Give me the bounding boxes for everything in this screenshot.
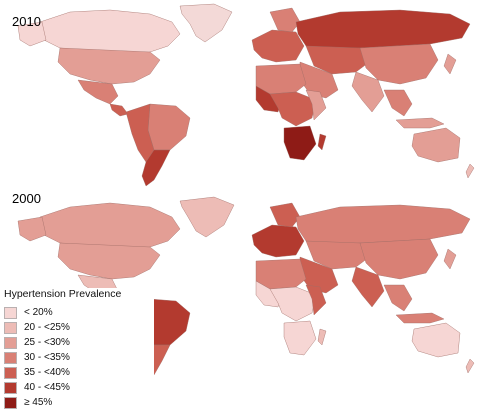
indonesia — [395, 312, 445, 324]
southeast-asia — [383, 89, 413, 117]
greenland — [179, 3, 233, 43]
europe-west — [251, 29, 305, 63]
legend-swatch — [4, 336, 17, 349]
russia — [295, 9, 471, 51]
north-africa — [255, 63, 307, 95]
legend-item: 30 - <35% — [4, 350, 154, 365]
alaska — [17, 216, 47, 242]
year-label-2000: 2000 — [12, 191, 41, 206]
japan — [443, 248, 457, 270]
madagascar — [317, 328, 327, 346]
legend-item: 25 - <30% — [4, 335, 154, 350]
east-africa — [305, 284, 327, 316]
new-zealand — [465, 358, 475, 374]
legend-label: < 20% — [24, 307, 53, 318]
legend-item: ≥ 45% — [4, 395, 154, 410]
legend-label: 25 - <30% — [24, 337, 70, 348]
australia — [411, 322, 461, 358]
southern-africa — [283, 320, 317, 356]
alaska — [17, 21, 47, 47]
central-africa — [269, 286, 317, 322]
usa — [57, 47, 161, 85]
new-zealand — [465, 163, 475, 179]
legend-label: ≥ 45% — [24, 397, 53, 408]
legend-swatch — [4, 381, 17, 394]
legend-label: 35 - <40% — [24, 367, 70, 378]
southeast-asia — [383, 284, 413, 312]
east-africa — [305, 89, 327, 121]
central-africa — [269, 91, 317, 127]
japan — [443, 53, 457, 75]
australia — [411, 127, 461, 163]
legend: Hypertension Prevalence < 20% 20 - <25% 25… — [4, 288, 154, 410]
central-america — [109, 103, 129, 117]
scandinavia — [269, 202, 301, 228]
madagascar — [317, 133, 327, 151]
india — [351, 71, 385, 113]
legend-item: 40 - <45% — [4, 380, 154, 395]
china — [359, 238, 439, 280]
russia — [295, 204, 471, 246]
brazil — [147, 103, 191, 151]
north-africa — [255, 258, 307, 290]
legend-title: Hypertension Prevalence — [4, 288, 122, 300]
legend-swatch — [4, 351, 17, 364]
china — [359, 43, 439, 85]
legend-swatch — [4, 321, 17, 334]
brazil — [147, 298, 191, 346]
argentina — [141, 149, 171, 187]
greenland — [179, 196, 235, 238]
legend-swatch — [4, 306, 17, 319]
legend-label: 40 - <45% — [24, 382, 70, 393]
europe-west — [251, 224, 305, 258]
legend-swatch — [4, 396, 17, 409]
scandinavia — [269, 7, 301, 33]
legend-item: 35 - <40% — [4, 365, 154, 380]
legend-label: 20 - <25% — [24, 322, 70, 333]
legend-swatch — [4, 366, 17, 379]
india — [351, 266, 385, 308]
legend-item: 20 - <25% — [4, 320, 154, 335]
indonesia — [395, 117, 445, 129]
usa — [57, 242, 161, 280]
legend-label: 30 - <35% — [24, 352, 70, 363]
world-map-2010 — [17, 3, 475, 187]
legend-item: < 20% — [4, 305, 154, 320]
year-label-2010: 2010 — [12, 14, 41, 29]
southern-africa — [283, 125, 317, 161]
